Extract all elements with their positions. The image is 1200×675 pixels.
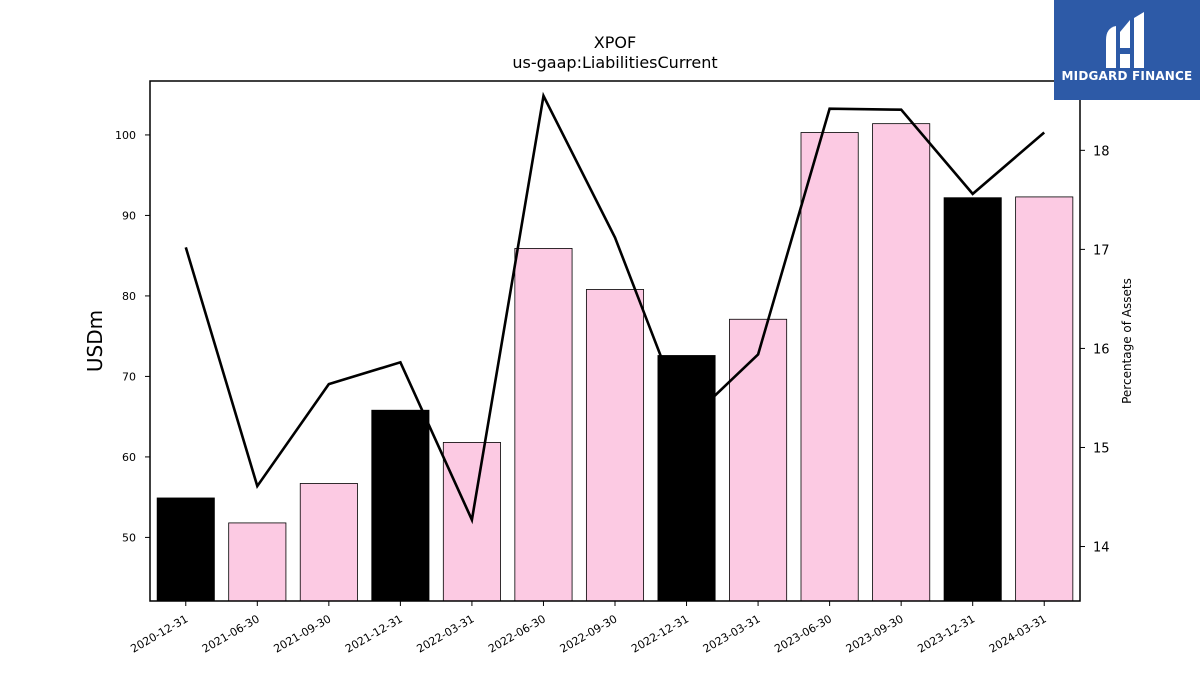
bar — [228, 522, 287, 602]
y2-axis-label: Percentage of Assets — [1120, 278, 1134, 404]
bar — [800, 132, 859, 602]
logo-text: MIDGARD FINANCE — [1061, 69, 1193, 83]
x-tick-label: 2024-03-31 — [987, 612, 1049, 655]
x-tick-label: 2022-09-30 — [558, 612, 620, 655]
midgard-logo-icon — [1106, 12, 1144, 68]
x-tick-label: 2021-09-30 — [271, 612, 333, 655]
chart-title: XPOF — [594, 33, 636, 52]
x-tick-label: 2021-12-31 — [343, 612, 405, 655]
percentage-line — [184, 91, 1046, 525]
y2-tick-label: 15 — [1093, 441, 1110, 456]
x-tick-label: 2023-09-30 — [844, 612, 906, 655]
x-tick-label: 2022-12-31 — [629, 612, 691, 655]
x-tick-label: 2023-06-30 — [772, 612, 834, 655]
bar — [657, 355, 716, 602]
y2-tick-label: 14 — [1093, 541, 1110, 556]
bar — [156, 497, 215, 602]
bar — [371, 409, 430, 602]
x-tick-label: 2022-06-30 — [486, 612, 548, 655]
x-tick-label: 2022-03-31 — [415, 612, 477, 655]
y-tick-label: 60 — [122, 451, 136, 464]
bar — [514, 248, 573, 602]
y-tick-label: 50 — [122, 531, 136, 544]
y2-tick-label: 18 — [1093, 144, 1110, 159]
bar — [729, 318, 788, 602]
brand-logo: MIDGARD FINANCE — [1054, 0, 1200, 100]
y2-tick-label: 16 — [1093, 342, 1110, 357]
bar — [943, 197, 1002, 602]
bar — [872, 123, 931, 602]
y-tick-label: 70 — [122, 370, 136, 383]
bar — [585, 289, 645, 602]
x-tick-label: 2021-06-30 — [200, 612, 262, 655]
y-tick-label: 90 — [122, 209, 136, 222]
y-axis-label: USDm — [83, 310, 107, 372]
x-tick-label: 2020-12-31 — [128, 612, 190, 655]
x-tick-label: 2023-03-31 — [701, 612, 763, 655]
x-tick-label: 2023-12-31 — [915, 612, 977, 655]
bar — [1015, 196, 1074, 602]
y-tick-label: 100 — [115, 129, 136, 142]
y-tick-label: 80 — [122, 290, 136, 303]
bar — [299, 483, 358, 602]
y2-tick-label: 17 — [1093, 243, 1110, 258]
chart-subtitle: us-gaap:LiabilitiesCurrent — [512, 53, 717, 72]
